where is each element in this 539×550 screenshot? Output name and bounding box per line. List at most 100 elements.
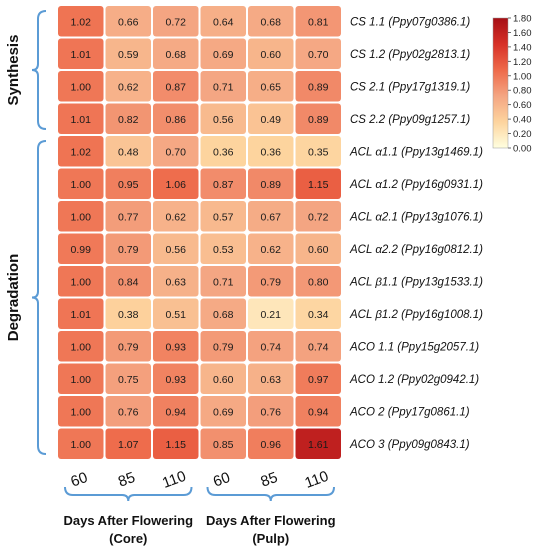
colorbar-tick-label: 0.00 [513, 144, 532, 155]
row-label: CS 1.1 (Ppy07g0386.1) [350, 16, 470, 28]
column-group-sublabel: (Pulp) [252, 531, 289, 546]
cell-value-label: 1.00 [71, 374, 92, 386]
cell-value-label: 0.68 [166, 49, 187, 61]
heatmap-cell [153, 136, 199, 167]
cell-value-label: 0.53 [213, 244, 234, 256]
row-label: ACO 1.2 (Ppy02g0942.1) [349, 374, 479, 386]
heatmap-cell [153, 6, 199, 37]
row-label: ACL β1.1 (Ppy13g1533.1) [349, 276, 483, 288]
heatmap-cell [153, 233, 199, 264]
heatmap-cell [153, 298, 199, 329]
row-label: CS 2.2 (Ppy09g1257.1) [350, 114, 470, 126]
heatmap-cell [295, 38, 341, 69]
cell-value-label: 0.97 [308, 374, 329, 386]
heatmap-cell [200, 136, 246, 167]
cell-value-label: 0.34 [308, 309, 329, 321]
row-label: ACL α1.2 (Ppy16g0931.1) [349, 179, 483, 191]
cell-value-label: 1.00 [71, 406, 92, 418]
heatmap-cell [295, 6, 341, 37]
heatmap-cell [200, 103, 246, 134]
heatmap-cell [105, 71, 151, 102]
cell-value-label: 0.86 [166, 114, 187, 126]
heatmap-cell [58, 396, 104, 427]
cell-value-label: 1.06 [166, 179, 187, 191]
cell-value-label: 0.76 [261, 406, 282, 418]
heatmap-cell [105, 331, 151, 362]
cell-value-label: 0.77 [118, 211, 139, 223]
cell-value-label: 0.96 [261, 439, 282, 451]
heatmap-cell [153, 396, 199, 427]
heatmap-cell [58, 38, 104, 69]
row-group-bracket [31, 10, 47, 130]
heatmap-cell [248, 201, 294, 232]
column-group-label: Days After Flowering [63, 513, 193, 528]
column-group-sublabel: (Core) [109, 531, 147, 546]
heatmap-cell [58, 136, 104, 167]
heatmap-cell [105, 136, 151, 167]
heatmap-cell [200, 331, 246, 362]
colorbar-tick-label: 1.40 [513, 42, 532, 53]
cell-value-label: 0.95 [118, 179, 139, 191]
cell-value-label: 0.60 [261, 49, 282, 61]
row-label: ACO 3 (Ppy09g0843.1) [349, 439, 470, 451]
column-tick-label: 60 [211, 469, 232, 491]
group-brackets: Synthesis Degradation Days After Flowering… [5, 10, 336, 546]
cell-value-label: 1.61 [308, 439, 329, 451]
colorbar-tick-label: 1.20 [513, 57, 532, 68]
cell-value-label: 0.99 [71, 244, 92, 256]
heatmap-cell [248, 331, 294, 362]
heatmap-cell [58, 428, 104, 459]
colorbar-tick-label: 0.20 [513, 129, 532, 140]
cell-value-label: 0.79 [261, 276, 282, 288]
heatmap-cell [58, 71, 104, 102]
column-group-label: Days After Flowering [206, 513, 336, 528]
cell-value-label: 0.72 [166, 16, 187, 28]
cell-value-label: 1.15 [308, 179, 329, 191]
heatmap-cell [295, 103, 341, 134]
heatmap-cell [105, 298, 151, 329]
colorbar-tick-label: 0.80 [513, 86, 532, 97]
heatmap-cell [200, 363, 246, 394]
heatmap-cell [295, 201, 341, 232]
cell-value-label: 0.21 [261, 309, 282, 321]
heatmap-cell [200, 201, 246, 232]
heatmap-cell [153, 363, 199, 394]
colorbar-tick-label: 1.00 [513, 71, 532, 82]
colorbar-tick-label: 1.80 [513, 14, 532, 25]
heatmap-cell [153, 428, 199, 459]
cell-value-label: 1.00 [71, 439, 92, 451]
cell-value-label: 0.62 [261, 244, 282, 256]
cell-value-label: 0.56 [213, 114, 234, 126]
row-label: ACL β1.2 (Ppy16g1008.1) [349, 309, 483, 321]
column-group-bracket [206, 486, 335, 502]
column-tick-label: 110 [160, 468, 188, 492]
heatmap-cell [295, 266, 341, 297]
cell-value-label: 0.63 [166, 276, 187, 288]
cell-value-label: 0.93 [166, 341, 187, 353]
heatmap-cell [58, 298, 104, 329]
cell-value-label: 0.69 [213, 406, 234, 418]
heatmap-cell [248, 168, 294, 199]
cell-value-label: 1.00 [71, 179, 92, 191]
heatmap-cell [58, 331, 104, 362]
cell-value-label: 0.51 [166, 309, 187, 321]
cell-value-label: 1.01 [71, 114, 92, 126]
cell-value-label: 0.93 [166, 374, 187, 386]
row-label: ACL α2.1 (Ppy13g1076.1) [349, 211, 483, 223]
cell-value-label: 1.01 [71, 49, 92, 61]
cell-value-label: 0.68 [213, 309, 234, 321]
heatmap-cell [200, 266, 246, 297]
heatmap-cell [200, 233, 246, 264]
row-group-bracket [31, 140, 47, 455]
cell-value-label: 0.70 [166, 146, 187, 158]
heatmap-cell [58, 201, 104, 232]
cell-value-label: 0.57 [213, 211, 234, 223]
cell-value-label: 1.07 [118, 439, 139, 451]
heatmap-cell [200, 6, 246, 37]
heatmap-cell [105, 201, 151, 232]
colorbar-tick-label: 0.40 [513, 115, 532, 126]
cell-value-label: 0.87 [166, 81, 187, 93]
cell-value-label: 1.02 [71, 16, 92, 28]
heatmap-cell [200, 168, 246, 199]
